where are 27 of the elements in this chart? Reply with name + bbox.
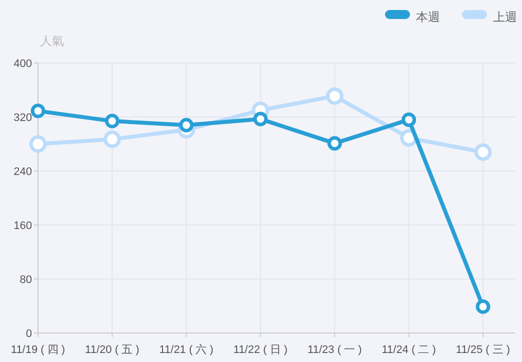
point	[30, 104, 46, 118]
point	[326, 87, 344, 105]
y-axis-title: 人氣	[40, 34, 64, 48]
point	[103, 130, 121, 148]
y-tick-label: 320	[14, 112, 32, 124]
y-tick-label: 400	[14, 58, 32, 70]
point	[402, 112, 416, 127]
x-tick-label: 11/19 ( 四 )	[10, 344, 66, 356]
point	[474, 143, 492, 161]
y-tick-label: 160	[14, 220, 32, 232]
x-tick-label: 11/22 ( 日 )	[233, 344, 288, 356]
point	[179, 118, 194, 132]
legend-label: 本週	[416, 10, 440, 24]
x-tick-label: 11/20 ( 五 )	[85, 344, 140, 356]
y-tick-label: 240	[14, 166, 32, 178]
x-tick-label: 11/25 ( 三 )	[456, 344, 510, 356]
y-tick-label: 80	[20, 274, 32, 286]
legend-label: 上週	[493, 10, 517, 24]
point	[104, 114, 120, 128]
point	[476, 299, 490, 314]
point	[253, 112, 268, 126]
x-tick-label: 11/21 ( 六 )	[159, 343, 214, 356]
point	[327, 136, 342, 151]
x-tick-label: 11/24 ( 二 )	[382, 344, 436, 356]
y-tick-label: 0	[26, 328, 32, 340]
point	[29, 135, 47, 153]
x-tick-label: 11/23 ( 一 )	[308, 344, 362, 356]
